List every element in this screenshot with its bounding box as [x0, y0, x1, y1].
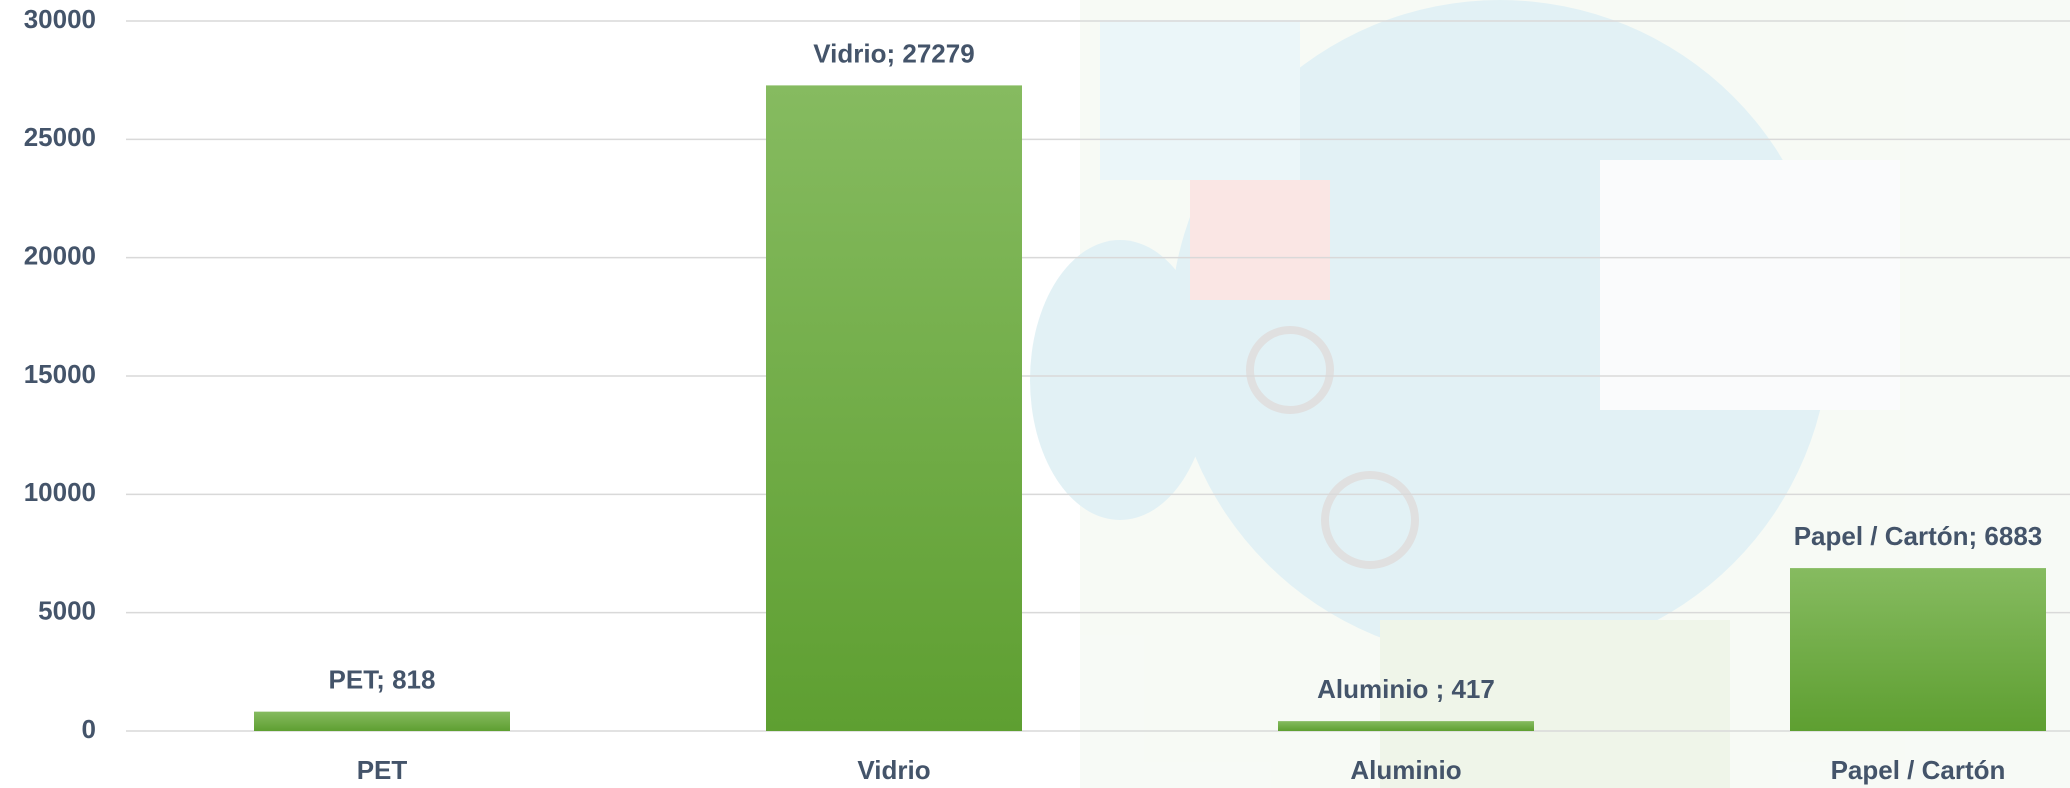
data-label: PET; 818 — [329, 665, 436, 695]
data-label: Aluminio ; 417 — [1317, 674, 1495, 704]
data-label: Vidrio; 27279 — [813, 38, 974, 68]
y-tick-label: 15000 — [24, 359, 96, 389]
y-tick-label: 30000 — [24, 4, 96, 34]
x-tick-label: PET — [357, 755, 408, 785]
chart: 0 5000 10000 15000 20000 25000 30000 PET PET; 81… — [0, 0, 2070, 788]
y-tick-label: 25000 — [24, 122, 96, 152]
x-tick-label: Aluminio — [1350, 755, 1461, 785]
y-tick-label: 5000 — [38, 596, 96, 626]
bar — [254, 712, 510, 731]
x-tick-label: Papel / Cartón — [1831, 755, 2006, 785]
y-tick-label: 10000 — [24, 477, 96, 507]
x-tick-label: Vidrio — [857, 755, 930, 785]
y-tick-label: 0 — [82, 714, 96, 744]
bar — [1278, 721, 1534, 731]
bar — [1790, 568, 2046, 731]
data-label: Papel / Cartón; 6883 — [1794, 521, 2043, 551]
y-tick-label: 20000 — [24, 241, 96, 271]
bar — [766, 85, 1022, 731]
